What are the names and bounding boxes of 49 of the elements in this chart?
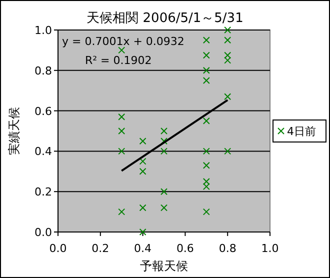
point: [160, 188, 168, 196]
point: [160, 138, 168, 145]
y-tick-label: 0.8: [34, 64, 52, 78]
point: [118, 148, 126, 155]
y-tick-label: 0.2: [34, 186, 52, 199]
annotation: R² = 0.1902: [85, 54, 152, 67]
x-tick-label: 0.4: [134, 242, 152, 255]
point: [202, 183, 210, 190]
x-tick-label: 0.8: [218, 242, 236, 255]
x-tick-label: 0.2: [92, 242, 110, 255]
y-tick-label: 1.0: [34, 24, 52, 37]
legend-label: 4日前: [287, 125, 316, 138]
point: [224, 52, 232, 59]
point: [118, 128, 126, 134]
y-tick-label: 0.6: [34, 104, 52, 118]
point: [160, 204, 168, 212]
x-tick-label: 1.0: [261, 242, 279, 255]
point: [202, 178, 210, 185]
point: [224, 56, 232, 64]
point: [139, 204, 146, 212]
point: [139, 168, 146, 175]
point: [118, 113, 126, 120]
point: [202, 77, 210, 84]
point: [118, 46, 126, 54]
point: [139, 158, 146, 165]
point: [202, 66, 210, 74]
point: [139, 138, 146, 145]
point: [224, 26, 232, 34]
annotation: y = 0.7001x + 0.0932: [62, 35, 184, 48]
point: [202, 52, 210, 59]
y-tick-label: 0.0: [34, 226, 52, 239]
point: [224, 148, 232, 155]
point: [224, 93, 232, 100]
point: [202, 36, 210, 44]
point: [118, 208, 126, 216]
point: [139, 228, 146, 236]
y-tick-label: 0.4: [34, 145, 52, 158]
point: [202, 148, 210, 155]
point: [160, 128, 168, 134]
point: [224, 36, 232, 44]
x-axis-title: 予報天候: [140, 259, 188, 273]
point: [160, 148, 168, 155]
point: [202, 208, 210, 216]
point: [202, 162, 210, 169]
x-tick-label: 0.6: [176, 242, 194, 255]
point: [202, 117, 210, 124]
y-axis-title: 実績天候: [7, 107, 21, 155]
x-tick-label: 0.0: [49, 242, 67, 255]
chart-title: 天候相関 2006/5/1～5/31: [86, 11, 244, 26]
